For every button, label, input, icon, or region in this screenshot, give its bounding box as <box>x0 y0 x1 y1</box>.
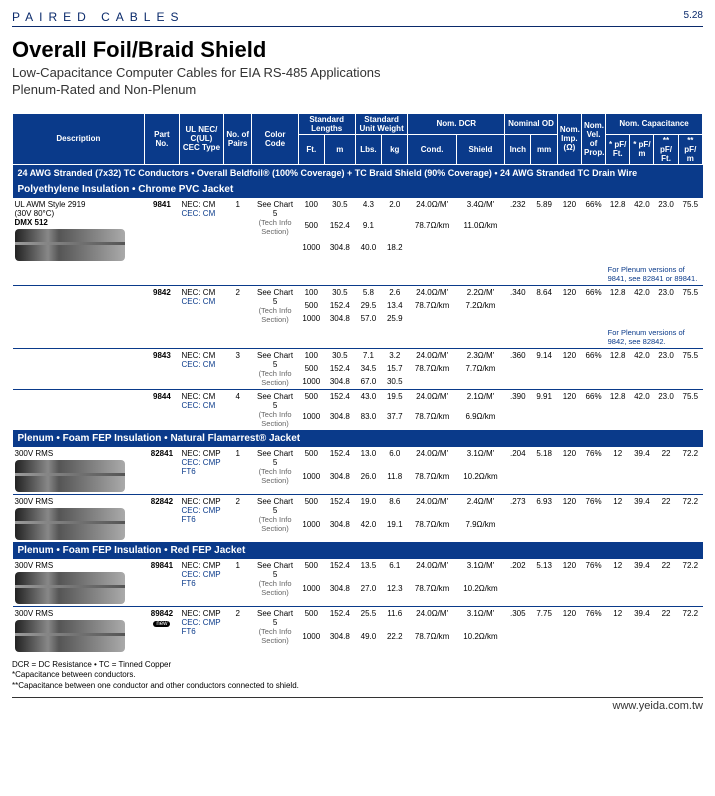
cable-image <box>15 229 125 261</box>
table-row: For Plenum versions of 9841, see 82841 o… <box>13 263 703 286</box>
table-row: Plenum • Foam FEP Insulation • Red FEP J… <box>13 542 703 559</box>
table-row: Polyethylene Insulation • Chrome PVC Jac… <box>13 181 703 198</box>
part-number: 89841 <box>144 559 179 607</box>
table-row: 300V RMS89842newNEC: CMPCEC: CMP FT62See… <box>13 606 703 630</box>
cable-image <box>15 572 125 604</box>
page-number: 5.28 <box>684 10 703 24</box>
th-vel: Nom. Vel. of Prop. <box>581 113 605 164</box>
th-imp: Nom. Imp. (Ω) <box>557 113 581 164</box>
header-category: PAIRED CABLES <box>12 10 184 24</box>
th-ft: Ft. <box>298 134 324 164</box>
footer-url: www.yeida.com.tw <box>12 697 703 712</box>
table-row: 300V RMS89841NEC: CMPCEC: CMP FT61See Ch… <box>13 559 703 582</box>
th-stdlen: Standard Lengths <box>298 113 355 134</box>
table-row: 9843NEC: CMCEC: CM3See Chart 5(Tech Info… <box>13 348 703 362</box>
th-desc: Description <box>13 113 145 164</box>
cable-image <box>15 508 125 540</box>
table-row: Plenum • Foam FEP Insulation • Natural F… <box>13 430 703 447</box>
th-pfm1: * pF/ m <box>630 134 654 164</box>
subtitle-1: Low-Capacitance Computer Cables for EIA … <box>12 65 703 82</box>
th-kg: kg <box>382 134 408 164</box>
th-pfft1: * pF/ Ft. <box>606 134 630 164</box>
page: PAIRED CABLES 5.28 Overall Foil/Braid Sh… <box>0 0 715 722</box>
th-stdwt: Standard Unit Weight <box>355 113 408 134</box>
table-body: 24 AWG Stranded (7x32) TC Conductors • O… <box>13 164 703 654</box>
part-number: 9842 <box>144 285 179 326</box>
th-inch: Inch <box>505 134 531 164</box>
th-part: Part No. <box>144 113 179 164</box>
table-row: 9844NEC: CMCEC: CM4See Chart 5(Tech Info… <box>13 389 703 410</box>
th-pairs: No. of Pairs <box>223 113 252 164</box>
page-title: Overall Foil/Braid Shield <box>12 37 703 63</box>
th-cap: Nom. Capacitance <box>606 113 703 134</box>
cable-image <box>15 460 125 492</box>
table-row: 9842NEC: CMCEC: CM2See Chart 5(Tech Info… <box>13 285 703 299</box>
th-m: m <box>324 134 355 164</box>
part-number: 82841 <box>144 447 179 495</box>
part-number: 9841 <box>144 198 179 263</box>
th-color: Color Code <box>252 113 298 164</box>
th-pfft2: ** pF/ Ft. <box>654 134 678 164</box>
table-row: UL AWM Style 2919(30V 80°C)DMX 5129841NE… <box>13 198 703 220</box>
spec-table: Description Part No. UL NEC/ C(UL) CEC T… <box>12 113 703 654</box>
part-number: 9843 <box>144 348 179 389</box>
th-cond: Cond. <box>408 134 456 164</box>
th-od: Nominal OD <box>505 113 558 134</box>
part-number: 89842new <box>144 606 179 654</box>
th-dcr: Nom. DCR <box>408 113 505 134</box>
th-nec: UL NEC/ C(UL) CEC Type <box>179 113 223 164</box>
foot-2: *Capacitance between conductors. <box>12 670 703 680</box>
foot-1: DCR = DC Resistance • TC = Tinned Copper <box>12 660 703 670</box>
table-row: 24 AWG Stranded (7x32) TC Conductors • O… <box>13 164 703 181</box>
footnotes: DCR = DC Resistance • TC = Tinned Copper… <box>12 660 703 691</box>
table-row: For Plenum versions of 9842, see 82842. <box>13 326 703 349</box>
foot-3: **Capacitance between one conductor and … <box>12 681 703 691</box>
table-row: 300V RMS82842NEC: CMPCEC: CMP FT62See Ch… <box>13 494 703 518</box>
subtitle-2: Plenum-Rated and Non-Plenum <box>12 82 703 99</box>
page-header: PAIRED CABLES 5.28 <box>12 10 703 27</box>
part-number: 9844 <box>144 389 179 430</box>
th-shield: Shield <box>456 134 504 164</box>
th-lbs: Lbs. <box>355 134 381 164</box>
th-mm: mm <box>531 134 557 164</box>
table-header: Description Part No. UL NEC/ C(UL) CEC T… <box>13 113 703 164</box>
cable-image <box>15 620 125 652</box>
th-pfm2: ** pF/ m <box>678 134 702 164</box>
table-row: 300V RMS82841NEC: CMPCEC: CMP FT61See Ch… <box>13 447 703 470</box>
part-number: 82842 <box>144 494 179 542</box>
